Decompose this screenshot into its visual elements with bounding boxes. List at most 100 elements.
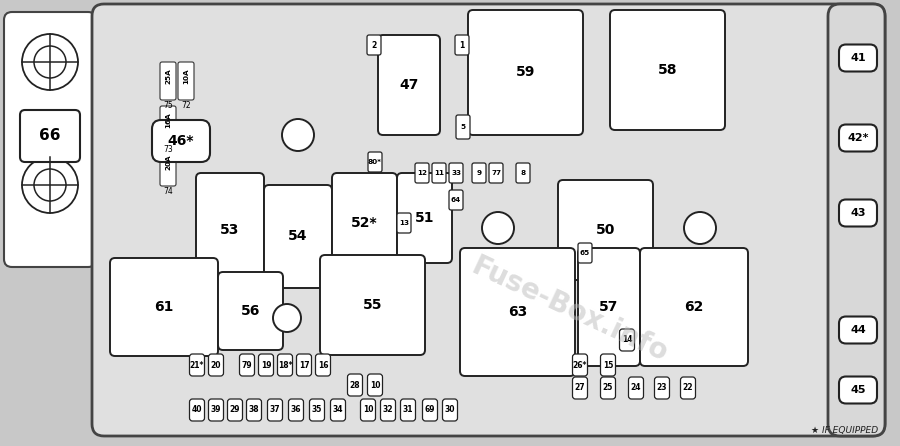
FancyBboxPatch shape (332, 173, 397, 273)
FancyBboxPatch shape (828, 4, 885, 436)
FancyBboxPatch shape (619, 329, 634, 351)
FancyBboxPatch shape (316, 354, 330, 376)
Text: 47: 47 (400, 78, 419, 92)
Text: 69: 69 (425, 405, 436, 414)
FancyBboxPatch shape (209, 399, 223, 421)
Text: 80*: 80* (368, 159, 382, 165)
Text: 1: 1 (459, 41, 464, 50)
Text: 72: 72 (181, 100, 191, 110)
Text: 35: 35 (311, 405, 322, 414)
FancyBboxPatch shape (516, 163, 530, 183)
FancyBboxPatch shape (397, 173, 452, 263)
FancyBboxPatch shape (209, 354, 223, 376)
Circle shape (273, 304, 301, 332)
Text: 30: 30 (445, 405, 455, 414)
FancyBboxPatch shape (449, 163, 463, 183)
Text: 13: 13 (399, 220, 409, 226)
Text: 75: 75 (163, 100, 173, 110)
Text: 5: 5 (461, 124, 465, 130)
Text: 26*: 26* (572, 360, 587, 369)
FancyBboxPatch shape (443, 399, 457, 421)
FancyBboxPatch shape (572, 354, 588, 376)
Circle shape (22, 157, 78, 213)
Text: 57: 57 (599, 300, 618, 314)
Text: 2: 2 (372, 41, 376, 50)
Text: 27: 27 (575, 384, 585, 392)
FancyBboxPatch shape (397, 213, 411, 233)
Text: 22: 22 (683, 384, 693, 392)
FancyBboxPatch shape (472, 163, 486, 183)
Text: 55: 55 (363, 298, 382, 312)
FancyBboxPatch shape (367, 374, 382, 396)
Text: 34: 34 (333, 405, 343, 414)
FancyBboxPatch shape (320, 255, 425, 355)
FancyBboxPatch shape (460, 248, 575, 376)
FancyBboxPatch shape (610, 10, 725, 130)
Text: 14: 14 (622, 335, 632, 344)
Text: 17: 17 (299, 360, 310, 369)
FancyBboxPatch shape (92, 4, 885, 436)
Text: 37: 37 (270, 405, 280, 414)
Text: 12: 12 (417, 170, 427, 176)
Text: 51: 51 (415, 211, 434, 225)
Text: 58: 58 (658, 63, 677, 77)
Circle shape (22, 34, 78, 90)
Text: 62: 62 (684, 300, 704, 314)
Text: 10: 10 (370, 380, 380, 389)
Circle shape (34, 46, 66, 78)
FancyBboxPatch shape (368, 152, 382, 172)
FancyBboxPatch shape (600, 377, 616, 399)
FancyBboxPatch shape (160, 148, 176, 186)
FancyBboxPatch shape (449, 190, 463, 210)
Text: 40: 40 (192, 405, 202, 414)
Text: 74: 74 (163, 186, 173, 195)
Text: 52*: 52* (351, 216, 378, 230)
Text: 43: 43 (850, 208, 866, 218)
Text: 41: 41 (850, 53, 866, 63)
Text: 33: 33 (451, 170, 461, 176)
Text: 15: 15 (603, 360, 613, 369)
Text: 79: 79 (242, 360, 252, 369)
FancyBboxPatch shape (628, 377, 644, 399)
Text: Fuse-Box.info: Fuse-Box.info (467, 252, 672, 368)
FancyBboxPatch shape (572, 377, 588, 399)
FancyBboxPatch shape (258, 354, 274, 376)
Text: 11: 11 (434, 170, 444, 176)
FancyBboxPatch shape (456, 115, 470, 139)
FancyBboxPatch shape (468, 10, 583, 135)
FancyBboxPatch shape (310, 399, 325, 421)
Text: 9: 9 (476, 170, 482, 176)
FancyBboxPatch shape (267, 399, 283, 421)
FancyBboxPatch shape (839, 199, 877, 227)
Text: 24: 24 (631, 384, 641, 392)
Text: 64: 64 (451, 197, 461, 203)
Text: 23: 23 (657, 384, 667, 392)
FancyBboxPatch shape (489, 163, 503, 183)
FancyBboxPatch shape (640, 248, 748, 366)
Text: 28: 28 (350, 380, 360, 389)
Text: 16A: 16A (165, 112, 171, 128)
FancyBboxPatch shape (289, 399, 303, 421)
FancyBboxPatch shape (361, 399, 375, 421)
Text: 20A: 20A (165, 154, 171, 170)
Text: 10A: 10A (183, 68, 189, 84)
Text: 19: 19 (261, 360, 271, 369)
Text: 53: 53 (220, 223, 239, 238)
Text: 56: 56 (241, 304, 260, 318)
Text: 25A: 25A (165, 68, 171, 84)
FancyBboxPatch shape (239, 354, 255, 376)
FancyBboxPatch shape (247, 399, 262, 421)
Text: 16: 16 (318, 360, 328, 369)
Text: 46*: 46* (167, 134, 194, 148)
FancyBboxPatch shape (4, 12, 96, 267)
Text: 45: 45 (850, 385, 866, 395)
Text: 10: 10 (363, 405, 374, 414)
FancyBboxPatch shape (839, 45, 877, 71)
FancyBboxPatch shape (381, 399, 395, 421)
Text: 66: 66 (40, 128, 61, 144)
Text: 59: 59 (516, 66, 536, 79)
FancyBboxPatch shape (558, 180, 653, 280)
FancyBboxPatch shape (296, 354, 311, 376)
Text: 20: 20 (211, 360, 221, 369)
Text: 73: 73 (163, 145, 173, 153)
